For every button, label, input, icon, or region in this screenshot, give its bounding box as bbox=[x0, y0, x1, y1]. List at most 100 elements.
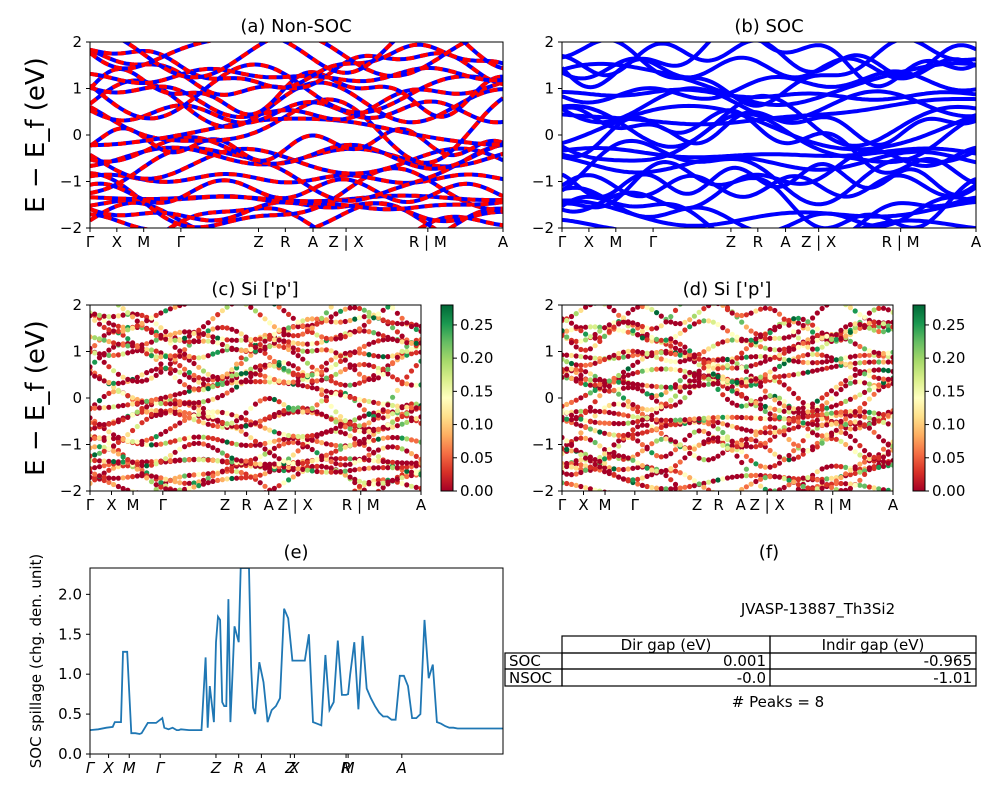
projection-point bbox=[701, 457, 707, 463]
projection-point bbox=[153, 372, 159, 378]
projection-point bbox=[639, 349, 646, 356]
projection-point bbox=[843, 361, 849, 367]
projection-point bbox=[562, 469, 565, 476]
projection-point bbox=[639, 328, 646, 334]
projection-point bbox=[602, 469, 608, 475]
projection-point bbox=[857, 452, 863, 458]
projection-point bbox=[366, 428, 372, 435]
projection-point bbox=[786, 516, 791, 521]
projection-point bbox=[300, 433, 306, 440]
projection-point bbox=[805, 433, 811, 439]
projection-point bbox=[92, 452, 98, 458]
projection-point bbox=[876, 498, 881, 503]
projection-point bbox=[753, 308, 759, 314]
projection-point bbox=[592, 399, 598, 405]
projection-point bbox=[810, 486, 816, 491]
projection-point bbox=[106, 390, 112, 396]
projection-point bbox=[743, 312, 750, 318]
projection-point bbox=[281, 402, 287, 408]
projection-point bbox=[205, 377, 211, 383]
projection-point bbox=[238, 379, 244, 385]
projection-point bbox=[295, 466, 301, 472]
projection-point bbox=[399, 460, 405, 466]
projection-point bbox=[375, 426, 381, 432]
projection-point bbox=[106, 379, 112, 386]
projection-point bbox=[644, 391, 650, 397]
projection-point bbox=[658, 454, 664, 460]
projection-point bbox=[630, 371, 636, 377]
projection-point bbox=[111, 481, 117, 488]
xtick-label: Z bbox=[284, 759, 296, 777]
projection-point bbox=[120, 306, 126, 312]
projection-point bbox=[248, 531, 253, 536]
projection-point bbox=[271, 429, 277, 435]
projection-point bbox=[696, 428, 702, 434]
projection-point bbox=[163, 353, 169, 359]
projection-point bbox=[394, 444, 400, 451]
projection-point bbox=[824, 333, 830, 339]
projection-point bbox=[196, 515, 201, 520]
projection-point bbox=[286, 440, 292, 446]
projection-point bbox=[120, 436, 126, 442]
projection-point bbox=[276, 362, 282, 368]
projection-point bbox=[872, 497, 877, 502]
projection-point bbox=[649, 394, 655, 401]
projection-point bbox=[385, 413, 391, 419]
projection-point bbox=[243, 347, 249, 354]
projection-point bbox=[286, 339, 292, 345]
projection-point bbox=[720, 339, 726, 345]
projection-point bbox=[838, 356, 844, 362]
projection-point bbox=[630, 320, 636, 326]
projection-point bbox=[319, 339, 325, 345]
projection-point bbox=[573, 447, 579, 453]
projection-point bbox=[153, 366, 159, 372]
projection-point bbox=[200, 471, 207, 477]
projection-point bbox=[286, 346, 292, 353]
projection-point bbox=[720, 414, 726, 420]
projection-point bbox=[758, 360, 764, 366]
projection-point bbox=[597, 338, 603, 344]
projection-point bbox=[404, 381, 410, 387]
projection-point bbox=[257, 423, 263, 429]
projection-point bbox=[182, 372, 188, 378]
projection-point bbox=[616, 492, 621, 497]
projection-point bbox=[739, 449, 745, 455]
projection-point bbox=[125, 343, 131, 349]
projection-point bbox=[658, 366, 664, 372]
projection-point bbox=[404, 348, 410, 354]
ytick-label: 2 bbox=[72, 33, 82, 51]
projection-point bbox=[352, 436, 358, 442]
projection-point bbox=[606, 420, 612, 426]
projection-point bbox=[729, 439, 735, 445]
projection-point bbox=[134, 409, 140, 415]
projection-point bbox=[333, 448, 339, 454]
projection-point bbox=[833, 487, 839, 491]
projection-point bbox=[890, 447, 893, 453]
projection-point bbox=[852, 379, 858, 385]
projection-point bbox=[620, 349, 627, 355]
projection-point bbox=[101, 474, 107, 480]
table-row-nsoc-indir: -1.01 bbox=[933, 669, 972, 687]
projection-point bbox=[625, 385, 631, 391]
projection-point bbox=[304, 459, 311, 465]
projection-point bbox=[418, 471, 421, 477]
projection-point bbox=[562, 403, 565, 409]
projection-point bbox=[730, 498, 735, 503]
projection-point bbox=[191, 299, 196, 304]
projection-point bbox=[96, 435, 103, 441]
projection-point bbox=[578, 457, 584, 463]
projection-point bbox=[399, 348, 405, 354]
projection-point bbox=[691, 453, 698, 459]
projection-point bbox=[290, 315, 296, 321]
projection-point bbox=[281, 344, 287, 350]
projection-point bbox=[352, 488, 358, 491]
projection-point bbox=[177, 487, 183, 491]
projection-point bbox=[106, 467, 112, 473]
projection-point bbox=[592, 457, 598, 463]
projection-point bbox=[338, 319, 344, 325]
projection-point bbox=[182, 401, 188, 407]
xtick-label: R | M bbox=[814, 496, 852, 514]
projection-point bbox=[276, 337, 282, 343]
projection-point bbox=[319, 315, 325, 321]
projection-point bbox=[697, 513, 702, 518]
